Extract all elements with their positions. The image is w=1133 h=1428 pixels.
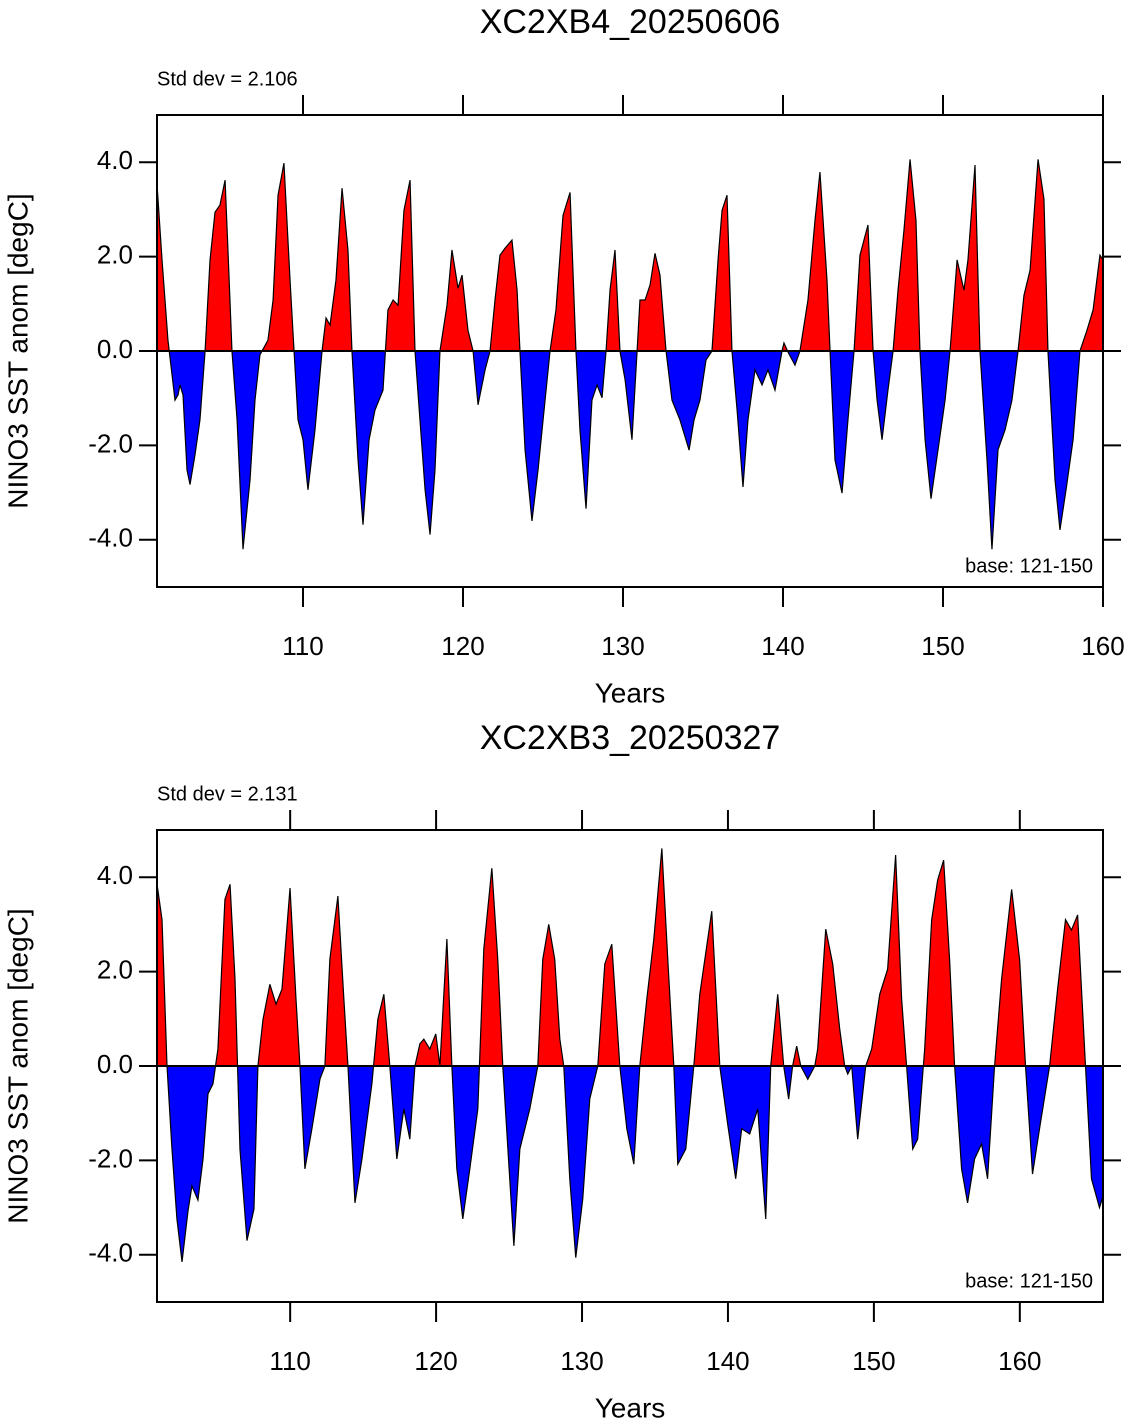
chart-title: XC2XB3_20250327	[480, 719, 781, 757]
positive-area	[157, 159, 1103, 351]
negative-area	[157, 351, 1103, 550]
y-axis-label: NINO3 SST anom [degC]	[2, 193, 33, 508]
y-tick-label: 2.0	[97, 954, 133, 984]
x-tick-label: 140	[761, 631, 804, 661]
std-dev: Std dev = 2.106	[157, 68, 298, 90]
x-tick-label: 120	[441, 631, 484, 661]
y-tick-label: -4.0	[88, 523, 133, 553]
y-tick-label: 4.0	[97, 145, 133, 175]
y-tick-label: -2.0	[88, 428, 133, 458]
x-tick-label: 130	[560, 1346, 603, 1376]
anomaly-line	[156, 159, 1104, 550]
x-tick-label: 160	[1081, 631, 1124, 661]
x-tick-label: 110	[269, 1346, 310, 1376]
x-axis-label: Years	[595, 677, 666, 708]
y-tick-label: -2.0	[88, 1143, 133, 1173]
y-axis-label: NINO3 SST anom [degC]	[2, 908, 33, 1223]
anomaly-line	[156, 848, 1104, 1262]
negative-area	[157, 1066, 1103, 1262]
positive-area	[157, 848, 1103, 1066]
x-tick-label: 120	[414, 1346, 457, 1376]
x-tick-label: 130	[601, 631, 644, 661]
x-axis-label: Years	[595, 1392, 666, 1423]
chart-title: XC2XB4_20250606	[480, 3, 781, 41]
y-tick-label: 0.0	[97, 1049, 133, 1079]
y-tick-label: 2.0	[97, 239, 133, 269]
x-tick-label: 160	[998, 1346, 1041, 1376]
y-tick-label: 0.0	[97, 334, 133, 364]
x-tick-label: 150	[852, 1346, 895, 1376]
base-note: base: 121-150	[965, 1270, 1093, 1292]
x-tick-label: 140	[706, 1346, 749, 1376]
y-tick-label: -4.0	[88, 1238, 133, 1268]
base-note: base: 121-150	[965, 555, 1093, 577]
y-tick-label: 4.0	[97, 860, 133, 890]
x-tick-label: 150	[921, 631, 964, 661]
x-tick-label: 110	[282, 631, 323, 661]
std-dev: Std dev = 2.131	[157, 783, 298, 805]
